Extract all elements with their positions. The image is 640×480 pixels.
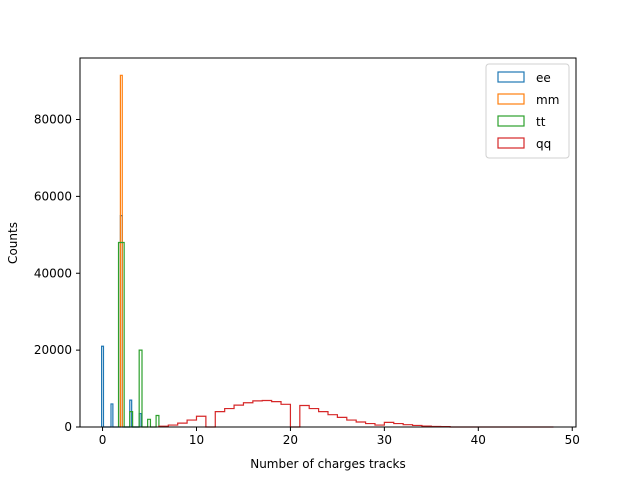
y-tick-label: 80000 — [34, 113, 72, 127]
y-axis-label: Counts — [6, 222, 20, 264]
y-tick-label: 40000 — [34, 266, 72, 280]
series-tt-histogram — [117, 241, 160, 428]
legend-swatch-ee — [497, 71, 525, 83]
y-tick-label: 60000 — [34, 189, 72, 203]
x-tick-label: 30 — [377, 433, 392, 447]
legend-swatch-tt — [497, 115, 525, 127]
x-tick-label: 50 — [565, 433, 580, 447]
x-tick-label: 20 — [283, 433, 298, 447]
x-tick-label: 10 — [189, 433, 204, 447]
legend-label-ee: ee — [536, 71, 551, 85]
legend-swatch-mm — [497, 93, 525, 105]
y-tick-label: 20000 — [34, 343, 72, 357]
x-axis-label: Number of charges tracks — [250, 457, 406, 471]
series-qq-histogram — [158, 399, 554, 428]
series-ee-histogram — [101, 214, 142, 428]
legend-label-mm: mm — [536, 93, 559, 107]
axis-ticks: 0 10 20 30 40 50 0 20000 40000 60000 80000 — [34, 113, 580, 448]
legend-label-tt: tt — [536, 115, 546, 129]
plot-frame — [79, 57, 577, 428]
legend: ee mm tt qq — [485, 63, 570, 159]
x-tick-label: 0 — [99, 433, 107, 447]
x-tick-label: 40 — [471, 433, 486, 447]
legend-swatch-qq — [497, 137, 525, 149]
y-tick-label: 0 — [64, 420, 72, 434]
legend-box — [485, 63, 570, 159]
series-mm-histogram — [119, 74, 123, 427]
legend-label-qq: qq — [536, 137, 551, 151]
